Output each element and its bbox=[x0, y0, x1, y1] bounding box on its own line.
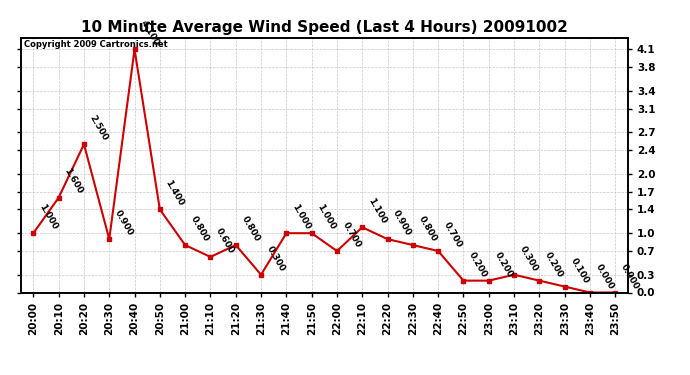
Text: 2.500: 2.500 bbox=[88, 114, 110, 142]
Text: 0.100: 0.100 bbox=[569, 256, 590, 285]
Text: 0.200: 0.200 bbox=[467, 250, 489, 279]
Text: 0.900: 0.900 bbox=[113, 209, 135, 237]
Text: 0.600: 0.600 bbox=[214, 226, 236, 255]
Text: 0.300: 0.300 bbox=[518, 244, 540, 273]
Title: 10 Minute Average Wind Speed (Last 4 Hours) 20091002: 10 Minute Average Wind Speed (Last 4 Hou… bbox=[81, 20, 568, 35]
Text: 1.000: 1.000 bbox=[290, 202, 312, 231]
Text: 0.200: 0.200 bbox=[543, 250, 565, 279]
Text: 0.700: 0.700 bbox=[442, 220, 464, 249]
Text: 0.000: 0.000 bbox=[593, 262, 615, 291]
Text: 0.800: 0.800 bbox=[417, 214, 438, 243]
Text: 1.400: 1.400 bbox=[164, 179, 186, 208]
Text: 0.300: 0.300 bbox=[265, 244, 286, 273]
Text: 0.800: 0.800 bbox=[239, 214, 262, 243]
Text: 1.600: 1.600 bbox=[62, 167, 84, 196]
Text: 4.100: 4.100 bbox=[138, 19, 160, 48]
Text: Copyright 2009 Cartronics.net: Copyright 2009 Cartronics.net bbox=[23, 40, 168, 49]
Text: 1.100: 1.100 bbox=[366, 196, 388, 225]
Text: 1.000: 1.000 bbox=[315, 202, 337, 231]
Text: 0.700: 0.700 bbox=[341, 220, 363, 249]
Text: 0.800: 0.800 bbox=[189, 214, 210, 243]
Text: 0.200: 0.200 bbox=[493, 250, 514, 279]
Text: 0.900: 0.900 bbox=[391, 209, 413, 237]
Text: 1.000: 1.000 bbox=[37, 202, 59, 231]
Text: 0.000: 0.000 bbox=[619, 262, 641, 291]
